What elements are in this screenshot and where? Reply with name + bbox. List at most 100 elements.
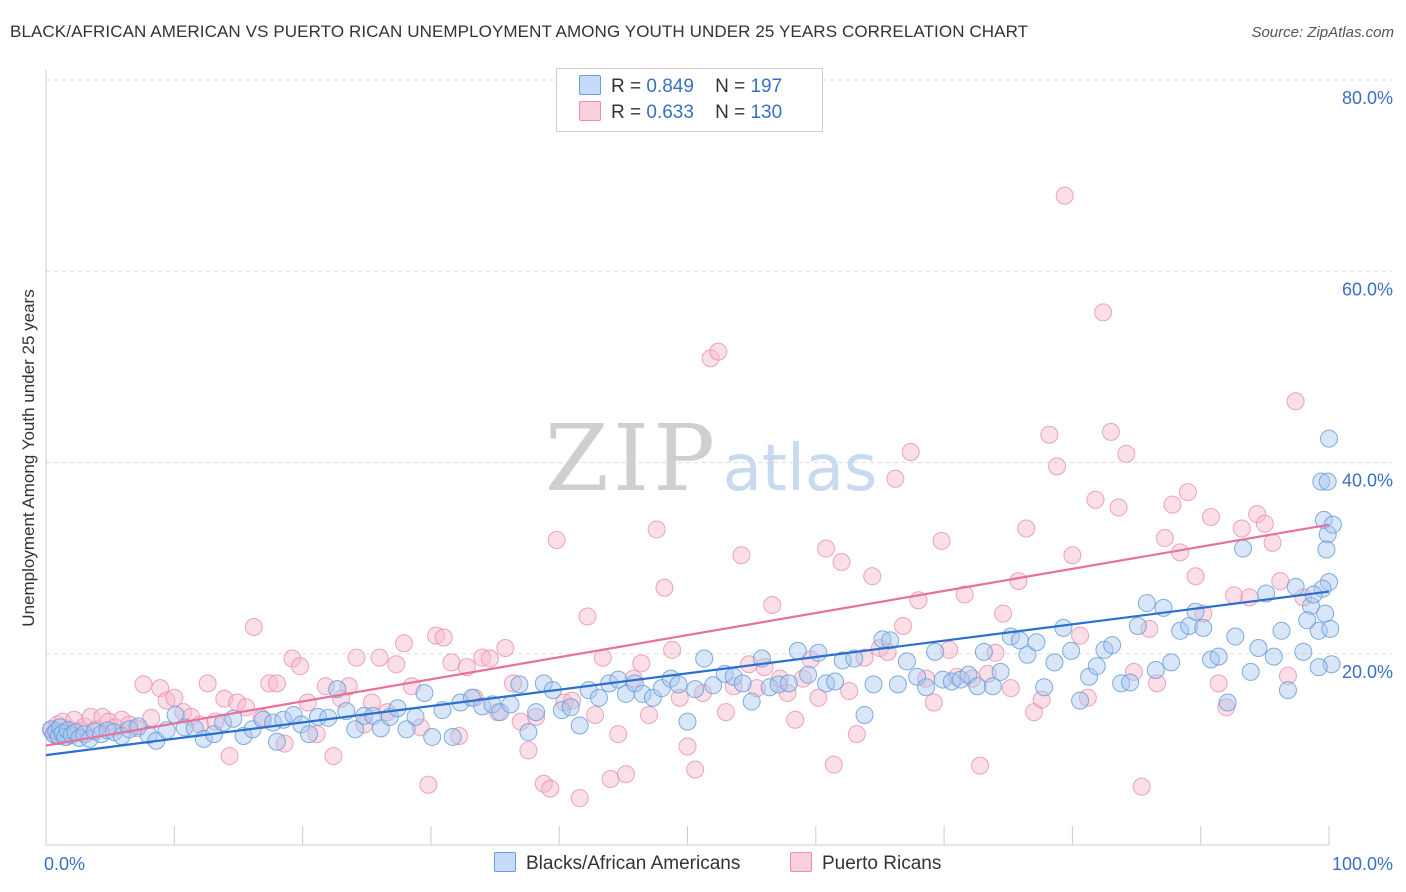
data-point-blacks: [1171, 621, 1190, 640]
data-point-blacks: [443, 727, 462, 746]
data-point-blacks: [423, 727, 442, 746]
data-point-puerto-ricans: [1225, 586, 1244, 605]
data-point-blacks: [1320, 429, 1338, 448]
data-point-blacks: [519, 723, 538, 742]
data-point-puerto-ricans: [267, 674, 286, 693]
data-point-blacks: [1128, 617, 1147, 636]
data-point-blacks: [769, 675, 788, 694]
data-point-puerto-ricans: [519, 741, 538, 760]
data-point-puerto-ricans: [863, 567, 882, 586]
stats-legend: R = 0.849 N = 197 R = 0.633 N = 130: [556, 68, 823, 132]
data-point-blacks: [1054, 618, 1073, 637]
data-point-blacks: [415, 683, 434, 702]
data-point-puerto-ricans: [1194, 604, 1213, 623]
data-point-blacks: [1309, 621, 1328, 640]
data-point-puerto-ricans: [496, 639, 515, 658]
data-point-puerto-ricans: [832, 552, 851, 571]
data-point-puerto-ricans: [1155, 529, 1174, 548]
data-point-blacks: [897, 652, 916, 671]
data-point-puerto-ricans: [198, 674, 217, 693]
data-point-puerto-ricans: [1124, 662, 1143, 681]
data-point-puerto-ricans: [324, 747, 343, 766]
data-point-puerto-ricans: [1248, 505, 1267, 524]
data-point-puerto-ricans: [1094, 303, 1113, 322]
data-point-blacks: [974, 642, 993, 661]
data-point-blacks: [788, 641, 807, 660]
data-point-puerto-ricans: [1209, 674, 1228, 693]
data-point-blacks: [589, 688, 608, 707]
legend-swatch-blue: [579, 75, 601, 95]
data-point-puerto-ricans: [763, 595, 782, 614]
data-point-blacks: [1186, 602, 1205, 621]
data-point-blacks: [799, 665, 818, 684]
data-point-blacks: [1146, 661, 1165, 680]
data-point-puerto-ricans: [480, 649, 499, 668]
y-tick-label: 40.0%: [1342, 471, 1393, 491]
data-point-puerto-ricans: [434, 628, 453, 647]
data-point-puerto-ricans: [541, 779, 560, 798]
data-point-blacks: [678, 712, 697, 731]
tick-labels: 20.0% 40.0% 60.0% 80.0% 0.0% 100.0%: [44, 88, 1393, 874]
data-point-puerto-ricans: [1186, 567, 1205, 586]
data-point-puerto-ricans: [586, 705, 605, 724]
data-point-blacks: [652, 679, 671, 698]
data-point-blacks: [917, 678, 936, 697]
data-point-puerto-ricans: [1148, 674, 1167, 693]
data-point-blacks: [983, 677, 1002, 696]
data-point-puerto-ricans: [924, 693, 943, 712]
data-point-puerto-ricans: [886, 469, 905, 488]
data-point-puerto-ricans: [1063, 546, 1082, 565]
data-point-blacks: [406, 707, 425, 726]
data-point-blacks: [1121, 673, 1140, 692]
data-point-puerto-ricans: [824, 755, 843, 774]
data-point-puerto-ricans: [686, 760, 705, 779]
data-point-blacks: [1209, 647, 1228, 666]
data-point-blacks: [926, 642, 945, 661]
grid-lines: [46, 79, 1392, 655]
data-point-blacks: [833, 651, 852, 670]
data-point-puerto-ricans: [504, 674, 523, 693]
data-point-blacks: [1249, 639, 1268, 658]
data-point-puerto-ricans: [1201, 508, 1220, 527]
data-point-puerto-ricans: [339, 677, 358, 696]
data-point-blacks: [826, 672, 845, 691]
data-point-blacks: [483, 695, 502, 714]
chart-source: Source: ZipAtlas.com: [1251, 24, 1394, 41]
data-point-blacks: [570, 716, 589, 735]
data-point-blacks: [1071, 691, 1090, 710]
data-point-puerto-ricans: [1048, 457, 1067, 476]
data-point-blacks: [1286, 577, 1305, 596]
data-point-puerto-ricans: [283, 649, 302, 668]
legend-swatch-pink: [579, 101, 601, 121]
legend-r-puerto-ricans: 0.633: [646, 102, 694, 123]
data-point-blacks: [1062, 641, 1081, 660]
data-point-puerto-ricans: [1140, 619, 1159, 638]
data-point-puerto-ricans: [1086, 490, 1105, 509]
data-point-puerto-ricans: [570, 789, 589, 808]
data-point-puerto-ricans: [142, 708, 161, 727]
data-point-puerto-ricans: [450, 726, 469, 745]
axes: [45, 70, 1330, 846]
y-tick-label: 60.0%: [1342, 279, 1393, 299]
data-point-puerto-ricans: [1163, 495, 1182, 514]
bottom-legend-puerto-ricans: Puerto Ricans: [790, 852, 941, 876]
data-point-blacks: [933, 670, 952, 689]
trend-line-blacks: [45, 590, 1330, 757]
data-point-puerto-ricans: [1232, 519, 1251, 538]
data-point-puerto-ricans: [1117, 444, 1136, 463]
data-point-puerto-ricans: [1178, 483, 1197, 502]
data-point-puerto-ricans: [894, 617, 913, 636]
data-point-puerto-ricans: [647, 520, 666, 539]
chart-title: BLACK/AFRICAN AMERICAN VS PUERTO RICAN U…: [10, 22, 1029, 41]
data-point-blacks: [817, 674, 836, 693]
data-point-blacks: [1316, 604, 1335, 623]
data-point-blacks: [1320, 573, 1338, 592]
data-point-puerto-ricans: [473, 648, 492, 667]
data-point-puerto-ricans: [347, 648, 366, 667]
data-point-puerto-ricans: [994, 604, 1013, 623]
data-point-blacks: [1309, 658, 1328, 677]
data-point-blacks: [908, 667, 927, 686]
data-point-blacks: [328, 680, 347, 699]
data-point-puerto-ricans: [747, 679, 766, 698]
data-point-puerto-ricans: [362, 693, 381, 712]
